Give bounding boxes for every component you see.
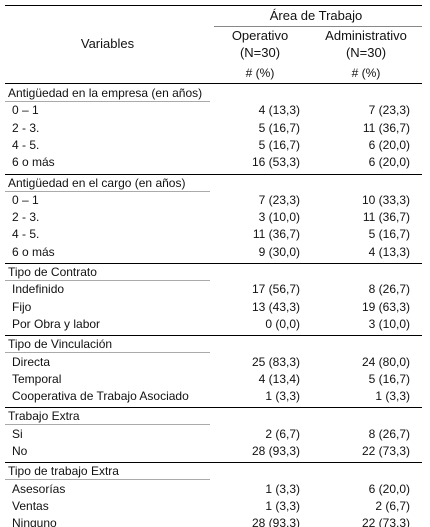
cell: 5 (16,7) [258, 120, 300, 135]
cell: 22 (73,3) [361, 516, 410, 527]
row-label: Indefinido [12, 282, 65, 297]
row-label: 4 - 5. [12, 227, 40, 242]
section-title: Tipo de Vinculación [8, 337, 113, 352]
cell: 11 (36,7) [362, 210, 410, 225]
variables-header: Variables [80, 36, 135, 51]
cell: 4 (13,4) [258, 371, 300, 386]
cell: 10 (33,3) [361, 192, 410, 207]
rule [5, 479, 210, 481]
cell: 5 (16,7) [368, 227, 410, 242]
row-label: Si [12, 426, 23, 441]
cell: 6 (20,0) [368, 481, 410, 496]
cell: 17 (56,7) [251, 282, 300, 297]
cell: 9 (30,0) [258, 244, 300, 259]
cell: 28 (93,3) [251, 444, 300, 458]
rule [214, 26, 422, 27]
row-label: 2 - 3. [12, 210, 40, 225]
rule [5, 101, 210, 102]
cell: 7 (23,3) [368, 103, 410, 118]
rule [5, 190, 210, 192]
section-title: Tipo de Contrato [8, 265, 97, 279]
column-unit: # (%) [245, 66, 275, 80]
section-title: Antigüedad en el cargo (en años) [8, 175, 186, 190]
cell: 6 (20,0) [368, 155, 410, 170]
column-n: (N=30) [239, 45, 281, 60]
section-title: Tipo de trabajo Extra [8, 464, 119, 479]
group-header: Área de Trabajo [269, 8, 363, 23]
row-label: 4 - 5. [12, 137, 40, 152]
row-label: Fijo [12, 299, 32, 314]
rule [5, 280, 210, 281]
row-label: Ventas [12, 498, 49, 513]
rule [5, 5, 422, 6]
cell: 28 (93,3) [251, 516, 300, 527]
rule [5, 173, 422, 175]
cell: 1 (3,3) [265, 481, 300, 496]
rule [5, 352, 210, 354]
row-label: 6 o más [12, 244, 55, 259]
cell: 1 (3,3) [375, 389, 410, 404]
rule [5, 335, 422, 337]
row-label: Ninguno [12, 516, 57, 527]
cell: 6 (20,0) [368, 137, 410, 152]
section-title: Trabajo Extra [8, 409, 80, 424]
cell: 3 (10,0) [368, 316, 410, 331]
cell: 11 (36,7) [252, 227, 300, 242]
column-n: (N=30) [345, 45, 387, 60]
column-name: Operativo [231, 28, 289, 43]
row-label: No [12, 444, 28, 458]
cell: 2 (6,7) [265, 426, 300, 441]
cell: 1 (3,3) [265, 389, 300, 404]
row-label: Asesorías [12, 481, 66, 496]
column-name: Administrativo [325, 28, 407, 43]
cell: 1 (3,3) [265, 498, 300, 513]
cell: 11 (36,7) [362, 120, 410, 135]
row-label: 0 – 1 [12, 192, 39, 207]
cell: 13 (43,3) [251, 299, 300, 314]
rule [5, 407, 422, 409]
row-label: Temporal [12, 371, 62, 386]
cell: 0 (0,0) [265, 316, 300, 331]
section-title: Antigüedad en la empresa (en años) [8, 86, 203, 100]
rule [5, 83, 422, 84]
rule [5, 263, 422, 264]
cell: 24 (80,0) [361, 354, 410, 369]
cell: 25 (83,3) [251, 354, 300, 369]
row-label: 2 - 3. [12, 120, 40, 135]
row-label: 6 o más [12, 155, 55, 170]
row-label: Por Obra y labor [12, 316, 101, 331]
cell: 2 (6,7) [375, 498, 410, 513]
row-label: 0 – 1 [12, 103, 39, 118]
cell: 5 (16,7) [368, 371, 410, 386]
rule [5, 424, 210, 426]
row-label: Cooperativa de Trabajo Asociado [12, 389, 189, 404]
cell: 8 (26,7) [368, 282, 410, 297]
cell: 5 (16,7) [258, 137, 300, 152]
rule [5, 462, 422, 464]
cell: 16 (53,3) [251, 155, 300, 170]
cell: 3 (10,0) [258, 210, 300, 225]
cell: 7 (23,3) [258, 192, 300, 207]
row-label: Directa [12, 354, 51, 369]
column-unit: # (%) [351, 66, 381, 80]
cell: 4 (13,3) [368, 244, 410, 259]
cell: 8 (26,7) [368, 426, 410, 441]
cell: 22 (73,3) [361, 444, 410, 458]
cell: 4 (13,3) [258, 103, 300, 118]
cell: 19 (63,3) [361, 299, 410, 314]
